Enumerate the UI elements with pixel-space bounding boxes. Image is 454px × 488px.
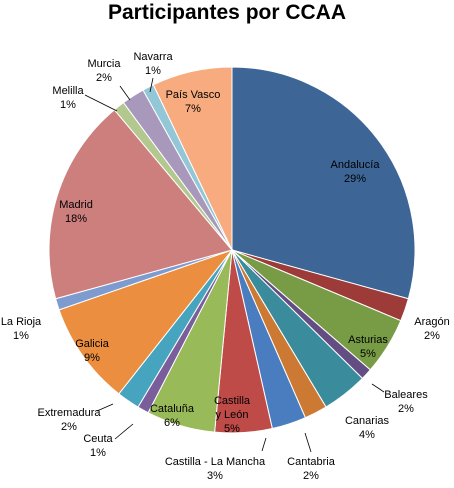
slice-label-madrid: Madrid 18% <box>59 199 93 225</box>
pie-slice-pais-vasco <box>152 66 233 251</box>
leader-line-navarra <box>149 77 154 93</box>
slice-label-baleares: Baleares 2% <box>384 389 428 415</box>
leader-line-ceuta <box>114 423 134 440</box>
pie-slices <box>48 66 416 434</box>
chart-title: Participantes por CCAA <box>108 1 346 24</box>
leader-lines <box>84 77 385 453</box>
slice-label-andalucia: Andalucía 29% <box>331 159 381 185</box>
slice-label-canarias: Canarias 4% <box>345 415 390 441</box>
leader-line-castilla-la-mancha <box>261 437 267 452</box>
slice-label-melilla: Melilla 1% <box>52 85 84 111</box>
slice-label-asturias: Asturias 5% <box>348 334 388 360</box>
slice-label-galicia: Galicia 9% <box>75 338 110 364</box>
leader-line-murcia <box>119 85 131 101</box>
pie-slice-galicia <box>58 248 234 395</box>
leader-line-extremadura <box>96 403 114 412</box>
slice-label-navarra: Navarra 1% <box>133 51 173 77</box>
slice-label-extremadura: Extremadura 2% <box>38 407 102 433</box>
slice-labels: Andalucía 29% Aragón 2% Asturias 5% Baleares 2%… <box>1 51 450 482</box>
slice-label-pais-vasco: País Vasco 7% <box>166 89 221 115</box>
slice-label-aragon: Aragón 2% <box>414 316 449 342</box>
leader-line-melilla <box>84 94 118 112</box>
slice-label-murcia: Murcia 2% <box>87 58 121 84</box>
slice-label-ceuta: Ceuta 1% <box>83 433 113 459</box>
leader-line-baleares <box>371 383 385 393</box>
slice-label-la-rioja: La Rioja 1% <box>1 316 42 342</box>
pie-slice-madrid <box>48 109 233 300</box>
slice-label-cataluna: Cataluña 6% <box>150 403 195 429</box>
slice-label-cantabria: Cantabria 2% <box>287 456 336 482</box>
pie-slice-andalucia <box>231 66 416 300</box>
slice-label-castilla-la-mancha: Castilla - La Mancha 3% <box>165 456 266 482</box>
leader-line-cantabria <box>304 432 312 453</box>
slice-label-castilla-y-leon: Castilla y León 5% <box>214 395 251 435</box>
